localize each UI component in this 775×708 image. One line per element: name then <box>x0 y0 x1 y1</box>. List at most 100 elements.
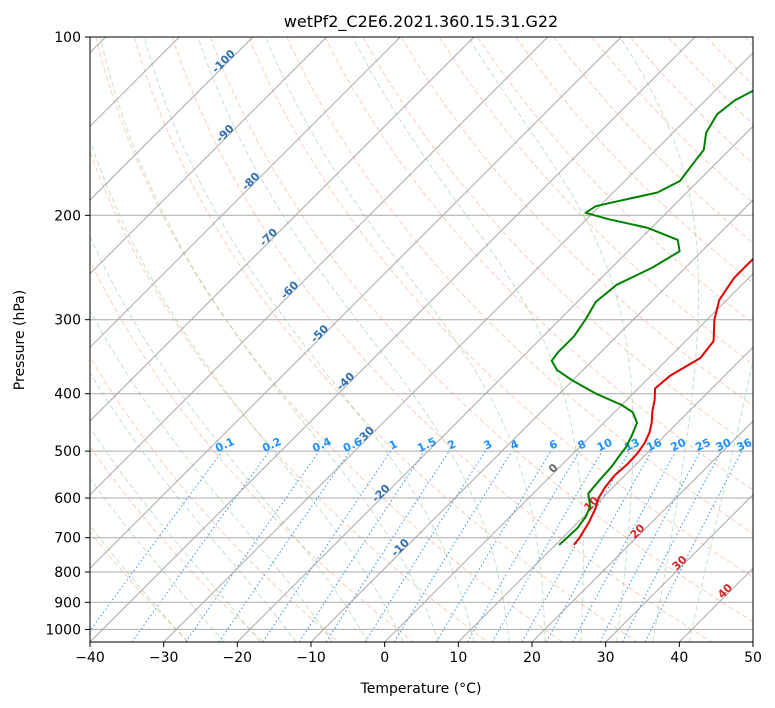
isotherm-line <box>90 37 696 642</box>
dry-adiabat-line <box>90 531 190 642</box>
isotherm-line <box>236 125 753 642</box>
positive-isotherm-label: 30 <box>670 553 690 573</box>
dry-adiabat-line <box>629 37 753 165</box>
moist-adiabat-line <box>90 309 333 642</box>
dry-adiabat-line <box>553 37 753 244</box>
y-tick-label: 100 <box>54 30 81 46</box>
isotherm-line <box>678 567 753 642</box>
isotherm-line <box>90 37 622 570</box>
dry-adiabat-line <box>400 37 753 407</box>
mixing-ratio-line <box>262 450 392 642</box>
plot-frame <box>89 36 754 643</box>
mixing-ratio-label: 1.5 <box>415 435 438 455</box>
mixing-ratio-line <box>393 450 513 642</box>
moist-adiabat-line <box>90 371 297 642</box>
y-tick-label: 900 <box>54 595 81 611</box>
isotherm-line <box>752 641 753 642</box>
x-axis-label: Temperature (°C) <box>360 681 482 697</box>
axis-ticks: −40 −30 −20 −10 0 10 20 30 40 5010020030040050060… <box>45 30 762 666</box>
mixing-ratio-label: 13 <box>622 436 641 454</box>
dry-adiabat-line <box>591 37 753 204</box>
x-tick-label: 10 <box>449 650 467 666</box>
isotherm-line <box>163 51 753 642</box>
mixing-ratio-line <box>621 450 722 642</box>
dry-adiabat-line <box>171 37 712 642</box>
isotherm-label: -50 <box>308 322 331 345</box>
mixing-ratio-line <box>298 450 425 642</box>
positive-isotherm-label: 40 <box>715 581 735 601</box>
isotherm-line <box>531 420 753 642</box>
dry-adiabat-line <box>438 37 753 366</box>
isotherm-label: -80 <box>239 170 262 193</box>
isotherm-line <box>90 37 401 349</box>
x-tick-label: −10 <box>296 650 326 666</box>
x-tick-label: 40 <box>670 650 688 666</box>
x-tick-label: −40 <box>75 650 105 666</box>
isotherm-label: -10 <box>389 536 412 559</box>
x-tick-label: 20 <box>523 650 541 666</box>
moist-adiabat-line <box>265 37 546 642</box>
positive-isotherm-label: 20 <box>628 521 648 541</box>
moist-adiabat-line <box>90 138 404 642</box>
mixing-ratio-label: 0.1 <box>213 435 236 455</box>
moist-adiabat-line <box>143 37 475 642</box>
mixing-ratio-label: 16 <box>644 436 664 454</box>
isotherm-line <box>310 199 753 642</box>
y-tick-label: 600 <box>54 491 81 507</box>
dry-adiabat-line <box>90 445 264 642</box>
isotherm-line <box>90 37 328 275</box>
dry-adiabat-line <box>90 356 339 642</box>
x-tick-label: 0 <box>380 650 389 666</box>
moist-adiabat-line <box>90 524 188 642</box>
isotherm-line <box>457 346 753 642</box>
mixing-ratio-line <box>435 450 552 642</box>
dry-adiabat-line <box>90 259 414 642</box>
y-tick-label: 300 <box>54 313 81 329</box>
dry-adiabat-line <box>515 37 753 284</box>
y-axis-label: Pressure (hPa) <box>12 290 28 390</box>
dry-adiabat-line <box>324 37 753 491</box>
mixing-ratio-line <box>599 450 701 642</box>
moist-adiabat-line <box>90 427 261 642</box>
x-tick-label: 30 <box>597 650 615 666</box>
isotherm-label: -60 <box>278 278 301 301</box>
mixing-ratio-label: 25 <box>693 436 712 454</box>
y-tick-label: 400 <box>54 387 81 403</box>
mixing-ratio-line <box>185 450 320 642</box>
y-tick-label: 1000 <box>45 622 81 638</box>
isotherm-label: -70 <box>257 226 280 249</box>
y-tick-label: 200 <box>54 208 81 224</box>
moist-adiabat-line <box>352 37 584 642</box>
mixing-ratio-line <box>521 450 630 642</box>
isotherm-line <box>90 37 549 496</box>
dry-adiabat-line <box>90 150 488 642</box>
isotherm-line <box>605 493 753 642</box>
mixing-ratio-line <box>218 450 351 642</box>
moist-adiabat-line <box>688 358 753 642</box>
isotherm-label: -40 <box>334 370 357 393</box>
mixing-ratio-label: 4 <box>508 437 521 452</box>
x-tick-label: 50 <box>744 650 762 666</box>
dry-adiabat-line <box>668 37 753 125</box>
dry-adiabat-line <box>362 37 753 449</box>
mixing-ratio-line <box>644 450 743 642</box>
mixing-ratio-label: 10 <box>595 436 615 454</box>
mixing-ratio-label: 36 <box>735 436 755 454</box>
x-tick-label: −30 <box>149 650 179 666</box>
mixing-ratio-label: 8 <box>576 437 588 452</box>
mixing-ratio-label: 2 <box>446 437 458 452</box>
chart-title: wetPf2_C2E6.2021.360.15.31.G22 <box>284 12 558 32</box>
mixing-ratio-line <box>325 450 450 642</box>
dry-adiabat-line <box>133 37 638 642</box>
isotherm-line <box>90 37 254 201</box>
mixing-ratio-label: 30 <box>714 436 734 454</box>
moist-adiabat-line <box>90 477 225 642</box>
dry-adiabat-line <box>210 37 753 623</box>
mixing-ratio-line <box>131 450 270 642</box>
mixing-ratio-label: 0.4 <box>310 435 333 455</box>
plot-area: -100-90-80-70-60-50-40-30-20-10010203040… <box>90 37 755 642</box>
dry-adiabat-line <box>95 37 563 642</box>
moist-adiabat-line <box>99 37 439 642</box>
y-tick-label: 700 <box>54 531 81 547</box>
